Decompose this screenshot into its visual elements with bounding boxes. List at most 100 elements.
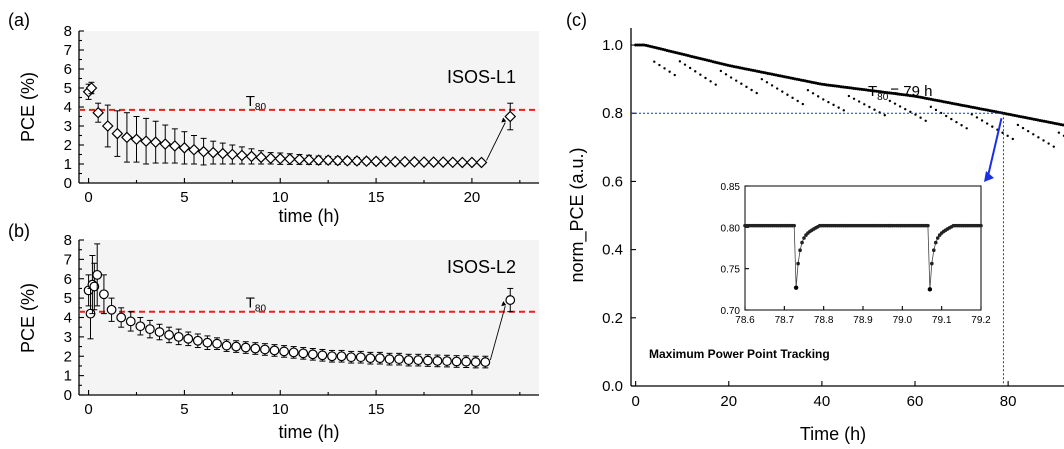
inset-trace-point bbox=[798, 248, 802, 253]
panel-b-data-point bbox=[116, 312, 127, 323]
panel-c-trace-point bbox=[638, 43, 642, 47]
panel-c-trace-dip-point bbox=[796, 99, 799, 103]
panel-a-data-point bbox=[370, 155, 382, 168]
panel-b-data-point bbox=[327, 351, 337, 362]
panel-a-data-point bbox=[197, 145, 210, 158]
panel-a-data-point bbox=[331, 154, 344, 167]
panel-c-trace-dip-point bbox=[842, 109, 845, 112]
panel-b-data-point bbox=[231, 341, 242, 352]
panel-c-trace-dip-point bbox=[888, 99, 892, 103]
panel-b-data-point bbox=[260, 344, 270, 355]
panel-b-data-point bbox=[298, 348, 309, 359]
panel-c-trace-dip-point bbox=[683, 63, 687, 66]
inset-y-tick-label: 0.75 bbox=[721, 265, 741, 276]
panel-c-trace-dip-point bbox=[1032, 133, 1035, 136]
panel-c-trace-dip-point bbox=[765, 81, 769, 84]
panel-c-trace-dip-point bbox=[914, 113, 917, 116]
panel-a-data-point bbox=[322, 154, 335, 167]
panel-c-trace-dip-point bbox=[1052, 145, 1055, 148]
panel-a-data-point bbox=[274, 152, 287, 165]
panel-b-recovery-arrowhead bbox=[501, 301, 507, 307]
panel-b-y-tick-label: 1 bbox=[64, 368, 72, 385]
panel-b-x-tick-label: 5 bbox=[180, 401, 188, 418]
inset-dip-point bbox=[927, 287, 933, 292]
panel-b-data-point bbox=[432, 356, 443, 366]
panel-a-data-point bbox=[140, 135, 152, 148]
panel-c-trace-dip-point bbox=[653, 60, 656, 63]
panel-a-y-tick-label: 4 bbox=[64, 99, 72, 116]
panel-a-t80-label-base: T bbox=[246, 93, 255, 110]
panel-c-trace-dip-point bbox=[755, 91, 758, 95]
panel-c-trace-dip-point bbox=[699, 73, 702, 76]
panel-a-data-point bbox=[111, 127, 124, 140]
panel-b-data-point bbox=[346, 352, 357, 363]
panel-a-y-tick-label: 5 bbox=[64, 80, 72, 97]
panel-a-data-point bbox=[168, 140, 181, 152]
panel-c-inset-arrowhead bbox=[984, 171, 994, 182]
panel-c-trace-dip-point bbox=[694, 70, 697, 73]
panel-b-data-point bbox=[192, 335, 203, 346]
panel-a-y-tick-label: 0 bbox=[64, 175, 72, 192]
panel-b-y-tick-label: 6 bbox=[64, 271, 72, 288]
panel-c-trace-dip-point bbox=[965, 127, 968, 130]
panel-c-trace-dip-point bbox=[786, 93, 789, 96]
panel-b-y-tick-label: 0 bbox=[64, 387, 72, 404]
panel-c-y-tick-label: 0.0 bbox=[602, 378, 623, 395]
panel-b-data-point bbox=[375, 353, 385, 364]
panel-c-trace-dip-point bbox=[950, 117, 953, 121]
panel-c-trace-dip-point bbox=[1011, 137, 1014, 141]
inset-x-tick-label: 79.1 bbox=[932, 315, 952, 326]
panel-b-x-tick-label: 15 bbox=[368, 401, 385, 418]
panel-a-data-point bbox=[255, 151, 267, 164]
panel-b-data-point bbox=[403, 355, 414, 366]
panel-a-data-point bbox=[379, 155, 392, 168]
panel-a-data-point bbox=[130, 133, 143, 146]
inset-chart: 0.70 0.75 0.80 0.85 78.6 78.7 78.8 78.9 79.0 79.1… bbox=[721, 182, 992, 326]
panel-c-trace-dip-point bbox=[955, 120, 958, 124]
panel-b-data-point bbox=[92, 269, 103, 280]
panel-a-y-tick-label: 3 bbox=[64, 118, 72, 135]
panel-b-data-point bbox=[442, 356, 452, 366]
inset-x-tick-label: 78.7 bbox=[775, 315, 795, 326]
panel-b-data-point bbox=[89, 281, 100, 292]
panel-c-trace-dip-point bbox=[975, 116, 979, 119]
panel-c-trace-dip-point bbox=[1006, 134, 1009, 138]
panel-b-letter: (b) bbox=[8, 221, 30, 241]
panel-c-trace-dip-point bbox=[924, 119, 927, 122]
panel-a-recovery-arrow bbox=[486, 122, 506, 161]
panel-a-data-point bbox=[466, 156, 478, 169]
panel-a-data-point bbox=[456, 156, 469, 169]
panel-a-x-tick-label: 20 bbox=[464, 189, 481, 206]
panel-a-data-point bbox=[159, 138, 172, 150]
panel-c-trace-dip-point bbox=[740, 82, 743, 85]
panel-b-y-tick-label: 8 bbox=[64, 232, 72, 249]
panel-c-trace-dip-point bbox=[729, 76, 733, 79]
panel-b-data-point bbox=[461, 356, 472, 367]
panel-a-y-tick-label: 8 bbox=[64, 23, 72, 40]
panel-a-data-point bbox=[389, 155, 402, 168]
panel-b-data-point bbox=[221, 340, 232, 351]
panel-c-trace-dip-point bbox=[985, 122, 989, 125]
panel-a-letter: (a) bbox=[8, 10, 30, 30]
inset-trace-point bbox=[796, 261, 800, 266]
panel-a-t80-label-sub: 80 bbox=[255, 102, 267, 113]
panel-a-y-tick-label: 2 bbox=[64, 137, 72, 154]
panel-a-data-point bbox=[398, 155, 411, 168]
panel-c-trace-dip-point bbox=[1016, 123, 1020, 127]
panel-a-data-point bbox=[303, 153, 315, 166]
panel-c-t80-annotation-tail: = 79 h bbox=[890, 83, 932, 100]
panel-a-x-tick-label: 5 bbox=[180, 189, 188, 206]
inset-trace-point bbox=[979, 223, 983, 228]
panel-a-x-axis-label: time (h) bbox=[278, 206, 339, 226]
panel-c-trace-point bbox=[634, 43, 638, 47]
inset-y-tick-label: 0.80 bbox=[721, 223, 741, 234]
panel-a-data-point bbox=[245, 150, 258, 163]
panel-b-recovery-arrow bbox=[489, 305, 506, 361]
panel-c-trace-dip-point bbox=[811, 92, 815, 95]
panel-b-data-point bbox=[355, 352, 366, 363]
panel-b-y-tick-label: 2 bbox=[64, 348, 72, 365]
panel-a-y-axis-label: PCE (%) bbox=[18, 72, 38, 142]
panel-c: (c) Time (h) norm_PCE (a.u.) T80= 79 h M… bbox=[566, 10, 932, 444]
